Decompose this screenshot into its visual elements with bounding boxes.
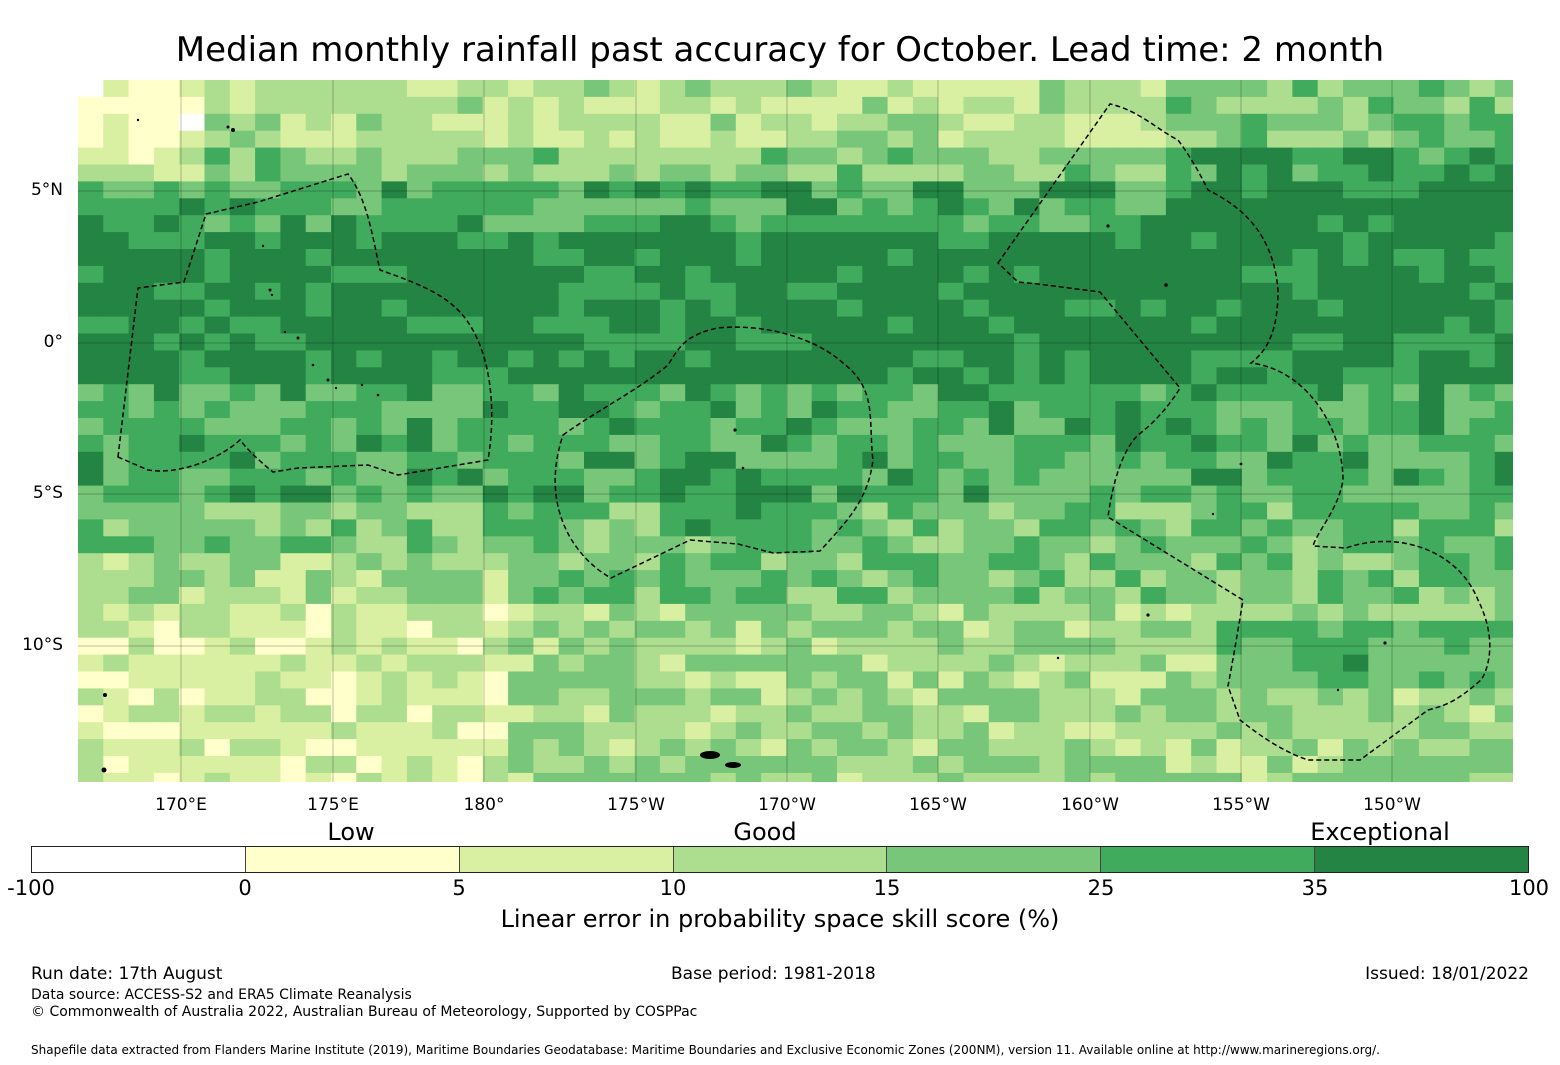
map-title: Median monthly rainfall past accuracy fo… <box>175 30 1385 70</box>
lat-label-5s: 5°S <box>32 483 63 503</box>
colorbar-label: Linear error in probability space skill … <box>500 905 1060 933</box>
copyright: © Commonwealth of Australia 2022, Austra… <box>31 1004 698 1020</box>
eez-boundary-kiribati-phoenix <box>554 326 874 579</box>
lon-label-180: 180° <box>463 795 505 815</box>
colorbar <box>31 846 1529 873</box>
colorbar-tick: 25 <box>1087 876 1115 900</box>
colorbar-tick: 10 <box>659 876 687 900</box>
colorbar-segment <box>245 847 460 872</box>
lon-label-175w: 175°W <box>607 795 665 815</box>
lat-label-5n: 5°N <box>30 180 63 200</box>
colorbar-tick: 100 <box>1508 876 1550 900</box>
legend-category-low: Low <box>327 818 375 846</box>
lon-label-175e: 175°E <box>307 795 359 815</box>
legend-category-exceptional: Exceptional <box>1310 818 1450 846</box>
colorbar-segment <box>32 847 246 872</box>
legend-category-good: Good <box>733 818 797 846</box>
colorbar-tick: 0 <box>238 876 252 900</box>
data-source: Data source: ACCESS-S2 and ERA5 Climate … <box>31 987 412 1003</box>
lon-label-170w: 170°W <box>758 795 816 815</box>
lon-label-150w: 150°W <box>1363 795 1421 815</box>
run-date: Run date: 17th August <box>31 964 223 984</box>
colorbar-tick: 5 <box>452 876 466 900</box>
lon-label-160w: 160°W <box>1061 795 1119 815</box>
lon-label-170e: 170°E <box>155 795 207 815</box>
eez-boundary-kiribati-line <box>997 103 1491 761</box>
colorbar-segment <box>673 847 888 872</box>
lon-label-155w: 155°W <box>1212 795 1270 815</box>
colorbar-tick: -100 <box>7 876 55 900</box>
skill-score-map <box>78 80 1513 782</box>
shapefile-note: Shapefile data extracted from Flanders M… <box>31 1043 1380 1057</box>
colorbar-segment <box>1315 847 1529 872</box>
issued-date: Issued: 18/01/2022 <box>1365 964 1529 984</box>
colorbar-tick: 15 <box>873 876 901 900</box>
colorbar-segment <box>887 847 1102 872</box>
colorbar-segment <box>459 847 674 872</box>
colorbar-tick: 35 <box>1301 876 1329 900</box>
lat-label-10s: 10°S <box>22 635 63 655</box>
lat-label-0: 0° <box>43 332 63 352</box>
colorbar-segment <box>1101 847 1316 872</box>
lon-label-165w: 165°W <box>909 795 967 815</box>
base-period: Base period: 1981-2018 <box>671 964 876 984</box>
